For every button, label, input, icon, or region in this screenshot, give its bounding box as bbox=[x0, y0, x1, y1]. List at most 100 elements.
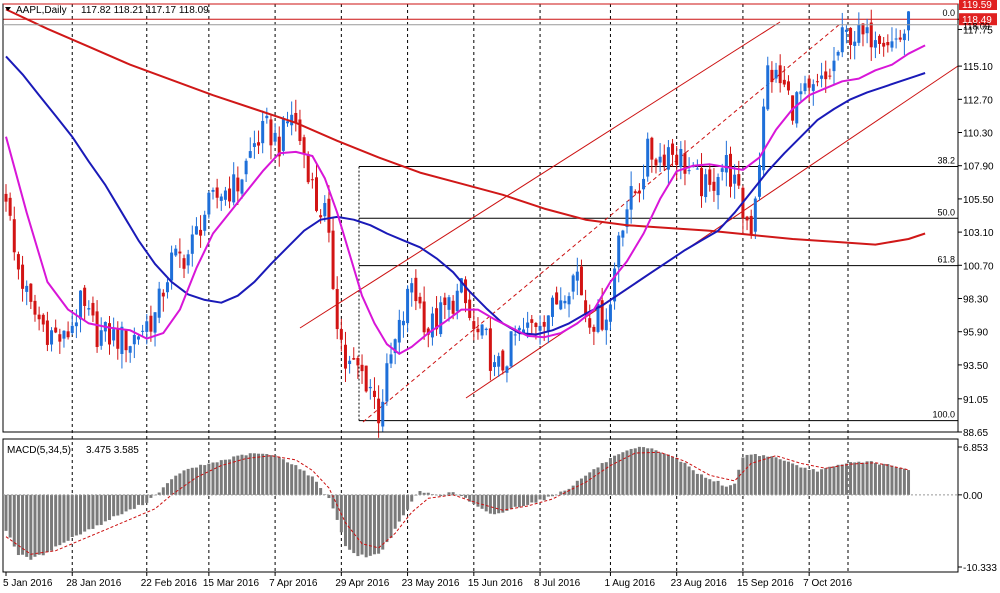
macd-bar bbox=[41, 494, 45, 556]
macd-bar bbox=[45, 494, 49, 553]
candle-body bbox=[675, 154, 679, 165]
candle-body bbox=[596, 303, 600, 332]
macd-bar bbox=[497, 494, 501, 514]
date-tick-label: 15 Jun 2016 bbox=[468, 578, 523, 589]
candle-body bbox=[592, 326, 596, 332]
price-tick-label: 103.10 bbox=[963, 228, 994, 239]
candle-body bbox=[203, 214, 207, 231]
macd-bar bbox=[700, 474, 704, 495]
macd-bar bbox=[190, 467, 194, 495]
candle-body bbox=[749, 215, 753, 235]
candle-body bbox=[815, 81, 819, 83]
candle-body bbox=[435, 308, 439, 330]
macd-bar bbox=[493, 494, 497, 515]
candle-body bbox=[633, 191, 637, 194]
candle-body bbox=[124, 330, 128, 351]
macd-bar bbox=[505, 494, 509, 511]
macd-bar bbox=[878, 464, 882, 495]
candle-body bbox=[310, 179, 314, 181]
macd-bar bbox=[886, 464, 890, 495]
dropdown-triangle-icon[interactable] bbox=[5, 7, 11, 11]
candle-body bbox=[646, 138, 650, 177]
candle-body bbox=[95, 311, 99, 347]
macd-bar bbox=[766, 456, 770, 495]
candle-body bbox=[228, 188, 232, 202]
candle-body bbox=[389, 354, 393, 364]
macd-bar bbox=[381, 494, 385, 550]
candle-body bbox=[770, 69, 774, 83]
macd-bar bbox=[807, 469, 811, 495]
channel-mid-line[interactable] bbox=[362, 23, 841, 423]
macd-bar bbox=[637, 446, 641, 495]
macd-bar bbox=[584, 475, 588, 495]
candle-body bbox=[385, 363, 389, 402]
macd-bar bbox=[629, 448, 633, 495]
fib-level-label: 50.0 bbox=[937, 207, 955, 217]
candle-body bbox=[513, 334, 517, 336]
candle-body bbox=[484, 328, 488, 331]
candle-body bbox=[849, 27, 853, 45]
macd-bar bbox=[646, 448, 650, 495]
candle-body bbox=[240, 179, 244, 194]
macd-bar bbox=[840, 464, 844, 495]
candle-body bbox=[145, 321, 149, 332]
macd-bar bbox=[207, 463, 211, 495]
candle-body bbox=[149, 315, 153, 332]
macd-bar bbox=[567, 488, 571, 495]
fib-level-label: 61.8 bbox=[937, 255, 955, 265]
fibonacci-retracement[interactable]: 0.0 38.2 50.0 61.8 100.0 bbox=[3, 8, 958, 422]
candle-body bbox=[882, 42, 886, 47]
candle-body bbox=[501, 350, 505, 371]
macd-bar bbox=[261, 453, 265, 495]
macd-bar bbox=[671, 456, 675, 495]
candle-body bbox=[207, 192, 211, 215]
candle-body bbox=[199, 229, 203, 236]
candle-body bbox=[406, 288, 410, 324]
macd-bar bbox=[459, 494, 463, 497]
macd-bar bbox=[596, 467, 600, 495]
macd-bar bbox=[352, 494, 356, 554]
macd-bar bbox=[828, 466, 832, 495]
macd-tick-label: 0.00 bbox=[963, 491, 983, 502]
candle-body bbox=[265, 115, 269, 119]
date-tick-label: 15 Sep 2016 bbox=[737, 578, 794, 589]
macd-bar bbox=[4, 494, 8, 531]
candle-body bbox=[186, 254, 190, 266]
trend-channel[interactable] bbox=[299, 21, 959, 423]
macd-bar bbox=[733, 483, 737, 495]
candle-body bbox=[476, 328, 480, 333]
price-tick-label: 93.50 bbox=[963, 361, 988, 372]
candle-body bbox=[323, 203, 327, 217]
candle-body bbox=[223, 190, 227, 200]
macd-bar bbox=[546, 494, 550, 497]
macd-bar bbox=[625, 450, 629, 495]
candle-body bbox=[836, 51, 840, 56]
candle-body bbox=[182, 258, 186, 269]
candle-body bbox=[112, 329, 116, 341]
candle-body bbox=[459, 278, 463, 293]
macd-bar bbox=[306, 475, 310, 495]
candle-body bbox=[248, 151, 252, 158]
price-tick-label: 95.90 bbox=[963, 328, 988, 339]
macd-bar bbox=[468, 494, 472, 502]
channel-upper-line[interactable] bbox=[299, 21, 781, 329]
macd-bar bbox=[8, 494, 12, 538]
price-tick-label: 88.65 bbox=[963, 428, 988, 439]
candle-body bbox=[563, 300, 567, 304]
macd-bar bbox=[12, 494, 16, 547]
macd-bar bbox=[542, 494, 546, 501]
candle-body bbox=[555, 292, 559, 305]
high-price-badge bbox=[959, 0, 997, 10]
candle-body bbox=[807, 78, 811, 88]
candle-body bbox=[530, 319, 534, 323]
chart-header: AAPL,Daily 117.82 118.21 117.17 118.09 bbox=[5, 5, 209, 16]
candle-body bbox=[679, 149, 683, 168]
candle-body bbox=[356, 357, 360, 366]
macd-bar bbox=[406, 494, 410, 510]
macd-bar bbox=[165, 483, 169, 495]
candle-body bbox=[194, 226, 198, 235]
candle-body bbox=[422, 301, 426, 333]
macd-bar bbox=[824, 468, 828, 495]
macd-bar bbox=[29, 494, 33, 560]
